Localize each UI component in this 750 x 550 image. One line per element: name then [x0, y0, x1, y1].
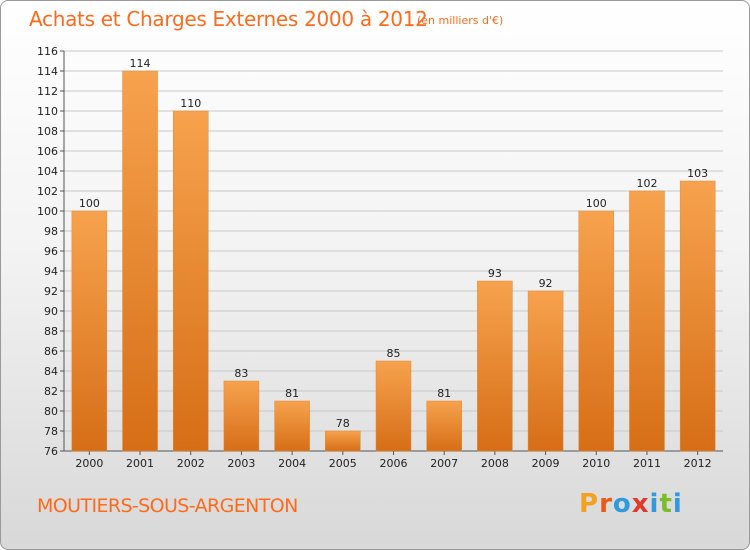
data-label-2006: 85: [387, 347, 401, 360]
location-label: MOUTIERS-SOUS-ARGENTON: [37, 495, 298, 517]
logo-letter: o: [612, 489, 632, 519]
bar-2006: [375, 360, 412, 452]
data-label-2003: 83: [234, 367, 248, 380]
data-label-2000: 100: [79, 197, 100, 210]
y-tick-label: 88: [44, 325, 58, 338]
logo-letter: t: [659, 489, 673, 519]
bar-2003: [223, 380, 260, 452]
y-tick-label: 80: [44, 405, 58, 418]
y-tick-label: 102: [37, 185, 58, 198]
x-tick-label-2006: 2006: [380, 457, 408, 470]
bar-2009: [527, 290, 564, 452]
x-tick-label-2001: 2001: [126, 457, 154, 470]
bar-2012: [679, 180, 716, 452]
bar-2011: [629, 190, 665, 452]
y-tick-label: 76: [44, 445, 58, 458]
bar-2002: [172, 110, 209, 452]
bar-2004: [274, 400, 310, 452]
y-tick-label: 82: [44, 385, 58, 398]
logo-letter: i: [649, 489, 660, 519]
data-label-2008: 93: [488, 267, 502, 280]
logo-letter: x: [631, 489, 650, 519]
bars: [71, 70, 716, 452]
x-tick-label-2011: 2011: [633, 457, 661, 470]
chart-subtitle: (en milliers d'€): [417, 14, 504, 27]
data-labels: 100 114 110 83 81 78 85 81 93 92 100 102 103: [79, 57, 708, 430]
data-label-2011: 102: [636, 177, 657, 190]
y-tick-label: 112: [37, 85, 58, 98]
bar-2008: [477, 280, 513, 452]
y-tick-label: 110: [37, 105, 58, 118]
bar-2001: [122, 70, 158, 452]
x-tick-label-2003: 2003: [227, 457, 255, 470]
data-label-2005: 78: [336, 417, 350, 430]
x-tick-label-2004: 2004: [278, 457, 306, 470]
y-tick-label: 92: [44, 285, 58, 298]
data-label-2004: 81: [285, 387, 299, 400]
proxiti-logo[interactable]: Proxiti: [579, 489, 683, 519]
bar-2010: [578, 210, 615, 452]
y-tick-label: 96: [44, 245, 58, 258]
data-label-2001: 114: [130, 57, 151, 70]
y-tick-label: 98: [44, 225, 58, 238]
x-tick-label-2007: 2007: [430, 457, 458, 470]
y-tick-label: 106: [37, 145, 58, 158]
y-tick-label: 94: [44, 265, 58, 278]
x-tick-label-2005: 2005: [329, 457, 357, 470]
x-tick-label-2008: 2008: [481, 457, 509, 470]
x-tick-label-2009: 2009: [532, 457, 560, 470]
data-label-2002: 110: [180, 97, 201, 110]
bar-2005: [325, 430, 361, 452]
bar-2000: [71, 210, 108, 452]
x-tick-label-2002: 2002: [177, 457, 205, 470]
bar-2007: [426, 400, 462, 452]
chart-title: Achats et Charges Externes 2000 à 2012: [29, 7, 428, 31]
y-tick-label: 86: [44, 345, 58, 358]
y-tick-label: 90: [44, 305, 58, 318]
logo-letter: P: [579, 489, 600, 519]
y-tick-label: 100: [37, 205, 58, 218]
data-label-2010: 100: [586, 197, 607, 210]
logo-letter: r: [599, 489, 613, 519]
x-tick-label-2012: 2012: [684, 457, 712, 470]
y-tick-label: 114: [37, 65, 58, 78]
data-label-2007: 81: [437, 387, 451, 400]
y-tick-label: 84: [44, 365, 58, 378]
y-tick-label: 116: [37, 45, 58, 58]
x-tick-label-2000: 2000: [75, 457, 103, 470]
data-label-2012: 103: [687, 167, 708, 180]
y-tick-label: 108: [37, 125, 58, 138]
data-label-2009: 92: [539, 277, 553, 290]
x-tick-label-2010: 2010: [582, 457, 610, 470]
y-tick-label: 78: [44, 425, 58, 438]
logo-letter: i: [672, 489, 683, 519]
y-tick-label: 104: [37, 165, 58, 178]
